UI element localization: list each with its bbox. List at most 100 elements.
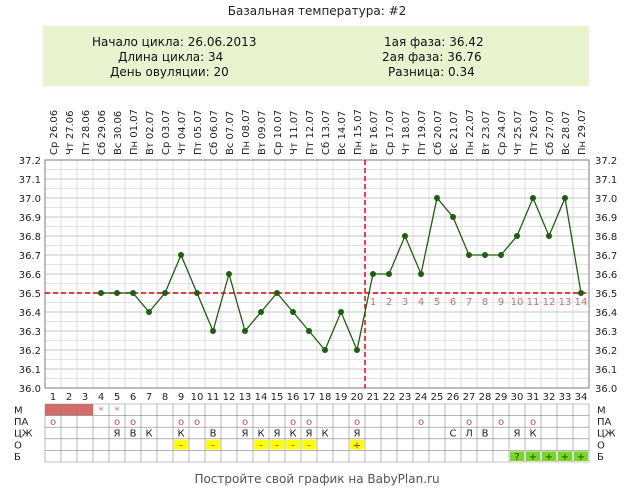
temperature-point (146, 309, 152, 315)
y-tick-label-left: 36.6 (19, 270, 41, 281)
temperature-point (530, 195, 536, 201)
x-tick-label: 21 (367, 392, 380, 403)
intercourse-mark: o (178, 417, 184, 428)
x-tick-label: 14 (255, 392, 268, 403)
temperature-point (162, 290, 168, 296)
intercourse-mark: o (418, 417, 424, 428)
x-tick-label: 20 (351, 392, 364, 403)
y-tick-label-left: 37.2 (19, 156, 41, 167)
date-label: Пт 28.06 (81, 110, 92, 155)
y-tick-label-left: 37.1 (19, 175, 41, 186)
phase-day-number: 4 (418, 297, 424, 308)
cervical-mucus-mark: К (177, 429, 184, 440)
temperature-point (178, 252, 184, 258)
date-label: Вс 14.07 (337, 111, 348, 155)
ovulation-test-mark: - (291, 440, 295, 451)
cervical-mucus-mark: Л (465, 429, 473, 440)
date-label: Пт 05.07 (193, 110, 204, 155)
x-tick-label: 8 (162, 392, 168, 403)
intercourse-mark: o (242, 417, 248, 428)
phase-day-number: 11 (527, 297, 540, 308)
temperature-point (546, 233, 552, 239)
temperature-point (242, 328, 248, 334)
date-label: Ср 24.07 (497, 110, 508, 155)
temperature-point (258, 309, 264, 315)
opk-cell (286, 439, 300, 450)
temperature-point (402, 233, 408, 239)
temperature-point (338, 309, 344, 315)
cervical-mucus-mark: Я (274, 429, 281, 440)
row-label-right: Б (597, 452, 604, 463)
phase-day-number: 8 (482, 297, 488, 308)
y-tick-label-left: 36.0 (19, 384, 41, 395)
y-tick-label-right: 37.2 (595, 156, 617, 167)
y-tick-label-right: 36.6 (595, 270, 617, 281)
x-tick-label: 4 (98, 392, 104, 403)
opk-cell (174, 439, 188, 450)
date-label: Сб 20.07 (433, 110, 444, 155)
date-label: Чт 25.07 (513, 111, 524, 156)
x-tick-label: 11 (207, 392, 220, 403)
opk-cell (350, 439, 364, 450)
temperature-point (322, 347, 328, 353)
ovulation-test-mark: - (275, 440, 279, 451)
temperature-point (370, 271, 376, 277)
pregnancy-test-cell (526, 451, 540, 461)
temperature-point (514, 233, 520, 239)
cycle-length-text: Длина цикла: 34 (118, 50, 224, 64)
ovulation-test-mark: - (307, 440, 311, 451)
x-tick-label: 18 (319, 392, 332, 403)
temperature-point (130, 290, 136, 296)
x-tick-label: 2 (66, 392, 72, 403)
footer-link[interactable]: Постройте свой график на BabyPlan.ru (194, 472, 440, 486)
x-tick-label: 13 (239, 392, 252, 403)
x-tick-label: 26 (447, 392, 460, 403)
date-label: Ср 03.07 (161, 110, 172, 155)
ovulation-test-mark: - (259, 440, 263, 451)
date-label: Вс 28.07 (561, 111, 572, 155)
temperature-point (418, 271, 424, 277)
cervical-mucus-mark: К (145, 429, 152, 440)
phase-day-number: 10 (511, 297, 524, 308)
date-label: Пн 15.07 (353, 109, 364, 155)
temperature-point (194, 290, 200, 296)
x-tick-label: 12 (223, 392, 236, 403)
row-label-left: М (14, 406, 23, 417)
y-tick-label-left: 36.4 (19, 308, 41, 319)
phase-day-number: 2 (386, 297, 392, 308)
ovulation-test-mark: + (353, 440, 361, 451)
row-label-right: О (597, 440, 605, 451)
intercourse-mark: o (130, 417, 136, 428)
chart-grid (44, 159, 590, 389)
intercourse-mark: o (306, 417, 312, 428)
intercourse-mark: o (498, 417, 504, 428)
moon-icon (64, 164, 71, 178)
pregnancy-test-mark: ? (514, 452, 519, 463)
menses-mark: * (99, 406, 104, 417)
pregnancy-test-cell (558, 451, 572, 461)
y-tick-label-right: 36.8 (595, 232, 617, 243)
y-tick-label-left: 36.9 (19, 213, 41, 224)
temperature-point (450, 214, 456, 220)
date-label: Вт 23.07 (481, 111, 492, 156)
y-tick-label-left: 37.0 (19, 194, 41, 205)
intercourse-mark: o (114, 417, 120, 428)
x-tick-label: 22 (383, 392, 396, 403)
cervical-mucus-mark: Я (514, 429, 521, 440)
temperature-point (434, 195, 440, 201)
x-tick-label: 32 (543, 392, 556, 403)
x-axis-day-numbers: 1 2 3 4 5 6 7 8 9 10 11 12 13 14 15 16 17 18 19 20 21 22 23 24 2… (50, 392, 588, 403)
phase1-text: 1ая фаза: 36.42 (384, 35, 484, 49)
menses-cell (77, 404, 93, 416)
date-label: Пт 12.07 (305, 110, 316, 155)
y-tick-label-left: 36.3 (19, 327, 41, 338)
y-tick-label-left: 36.8 (19, 232, 41, 243)
cervical-mucus-mark: Я (306, 429, 313, 440)
date-label: Чт 27.06 (65, 111, 76, 156)
intercourse-mark: o (290, 417, 296, 428)
cycle-start-text: Начало цикла: 26.06.2013 (92, 35, 257, 49)
pregnancy-test-mark: + (561, 452, 569, 463)
temperature-point (466, 252, 472, 258)
row-label-left: ПА (14, 417, 29, 428)
